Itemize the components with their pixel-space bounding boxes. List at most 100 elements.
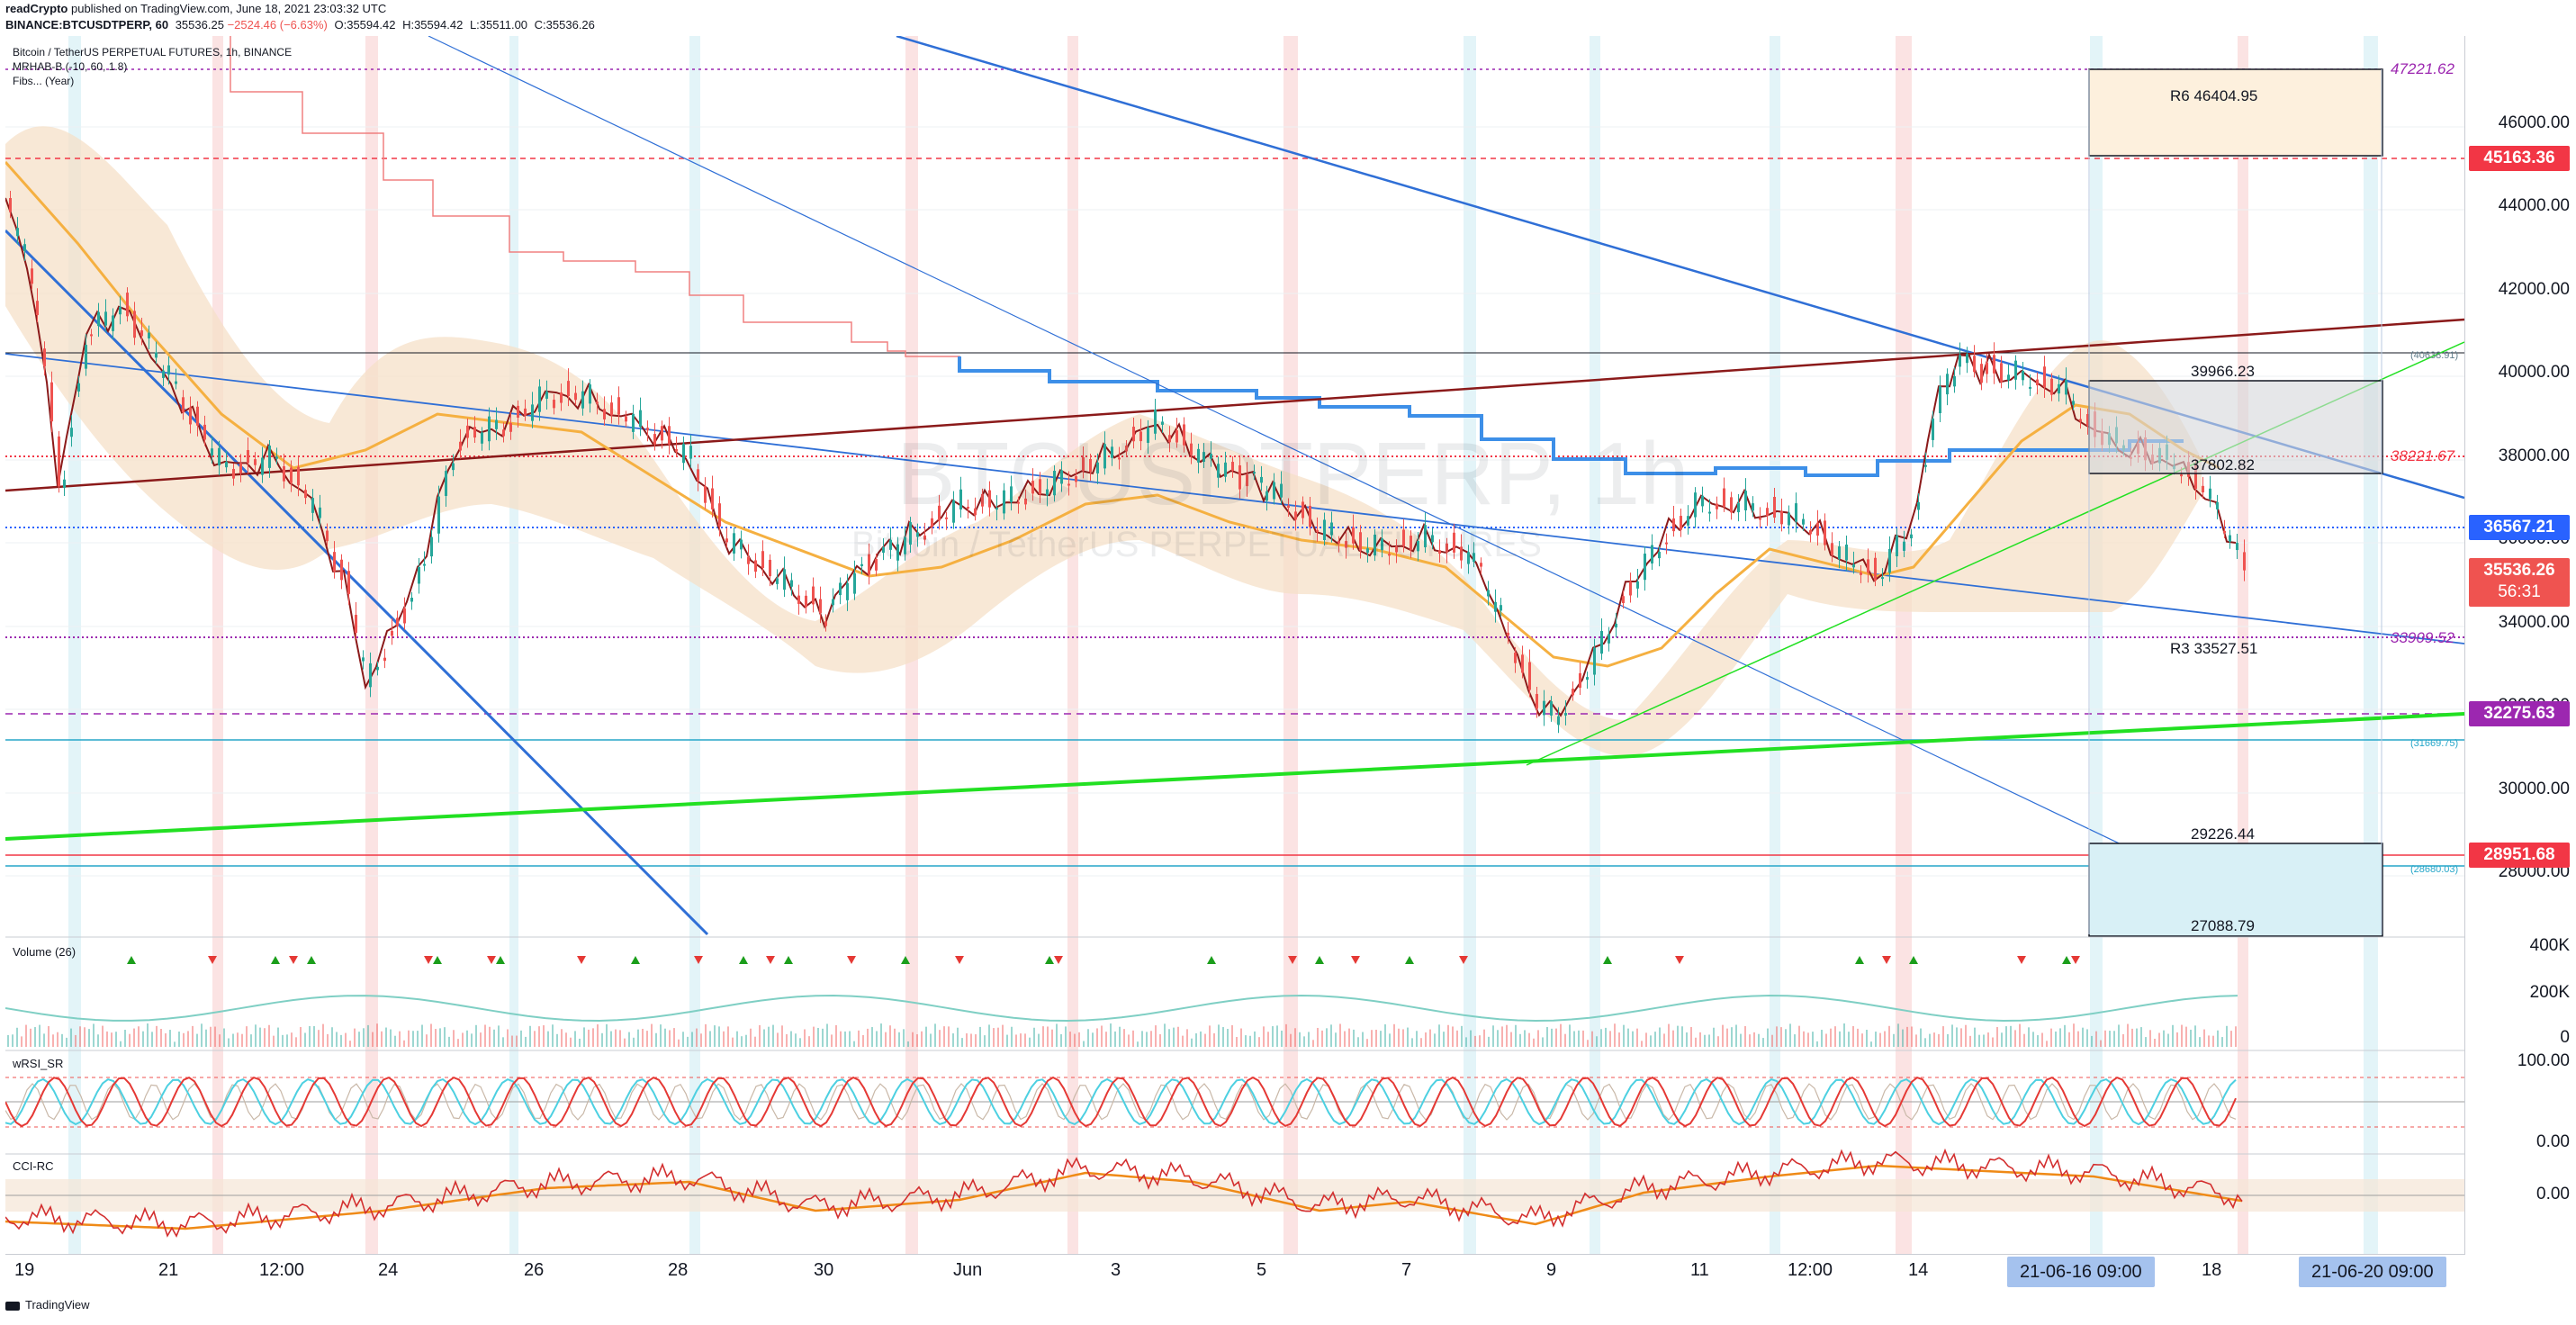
candle-body bbox=[1273, 482, 1275, 500]
volume-bar bbox=[2010, 1025, 2012, 1047]
candle-body bbox=[1388, 554, 1391, 556]
volume-bar bbox=[1227, 1029, 1229, 1047]
volume-bar bbox=[318, 1030, 320, 1047]
candle-body bbox=[2014, 360, 2017, 380]
wrsi-title: wRSI_SR bbox=[12, 1057, 63, 1070]
signal-up-icon bbox=[2062, 956, 2071, 964]
signal-up-icon bbox=[433, 956, 442, 964]
volume-bar bbox=[435, 1029, 437, 1047]
volume-bar bbox=[903, 1029, 905, 1047]
volume-bar bbox=[966, 1033, 968, 1047]
time-label: 7 bbox=[1401, 1260, 1412, 1280]
candle-body bbox=[882, 547, 885, 554]
candle-body bbox=[502, 429, 505, 437]
time-label: Jun bbox=[953, 1260, 983, 1280]
candle-body bbox=[2065, 380, 2067, 395]
volume-bar bbox=[1105, 1032, 1107, 1047]
volume-bar bbox=[876, 1031, 878, 1047]
volume-bar bbox=[889, 1025, 891, 1047]
volume-bar bbox=[880, 1023, 882, 1047]
volume-bar bbox=[1560, 1023, 1562, 1047]
candle-body bbox=[9, 198, 12, 212]
volume-bar bbox=[2032, 1032, 2034, 1047]
candle-body bbox=[1953, 375, 1956, 387]
volume-bar bbox=[1155, 1025, 1157, 1047]
volume-bar bbox=[313, 1025, 315, 1047]
session-stripe bbox=[1896, 36, 1912, 1255]
time-label: 3 bbox=[1111, 1260, 1121, 1280]
signal-up-icon bbox=[784, 956, 793, 964]
volume-bar bbox=[205, 1029, 207, 1047]
volume-bar bbox=[1807, 1032, 1809, 1047]
candle-body bbox=[140, 330, 143, 337]
volume-bar bbox=[1420, 1038, 1422, 1047]
candle-body bbox=[2079, 419, 2082, 422]
volume-bar bbox=[2190, 1029, 2192, 1047]
level-28680: (28680.03) bbox=[2410, 864, 2458, 875]
close-value: C:35536.26 bbox=[534, 18, 595, 32]
time-axis[interactable]: 19 21 12:00 24 26 28 30 Jun 3 5 7 9 11 1… bbox=[5, 1254, 2464, 1289]
candle-body bbox=[832, 599, 834, 606]
volume-bar bbox=[871, 1027, 873, 1047]
volume-bar bbox=[1942, 1026, 1944, 1047]
candle-body bbox=[1309, 505, 1311, 527]
candle-body bbox=[1287, 505, 1290, 509]
volume-bar bbox=[1443, 1032, 1445, 1047]
candle-body bbox=[1680, 516, 1682, 530]
volume-bar bbox=[1479, 1035, 1481, 1047]
candle-body bbox=[396, 617, 399, 626]
level-31669: (31669.75) bbox=[2410, 738, 2458, 749]
candle-body bbox=[783, 569, 786, 590]
volume-bar bbox=[358, 1032, 360, 1047]
candle-body bbox=[1959, 355, 1961, 367]
chart-canvas[interactable]: BTCUSDTPERP, 1h Bitcoin / TetherUS PERPE… bbox=[5, 36, 2464, 1255]
volume-bar bbox=[745, 1034, 747, 1047]
cci-title: CCI-RC bbox=[13, 1159, 54, 1173]
candle-body bbox=[423, 563, 426, 566]
volume-bar bbox=[835, 1024, 837, 1047]
volume-bar bbox=[1609, 1031, 1611, 1047]
candle-body bbox=[797, 595, 800, 604]
candle-body bbox=[1190, 443, 1193, 455]
volume-bar bbox=[1924, 1038, 1926, 1047]
candle-body bbox=[1608, 634, 1610, 644]
signal-up-icon bbox=[271, 956, 280, 964]
volume-bar bbox=[1308, 1032, 1310, 1047]
volume-bar bbox=[700, 1033, 702, 1047]
volume-bar bbox=[642, 1028, 644, 1047]
price-axis[interactable]: 46000.00 44000.00 42000.00 40000.00 3800… bbox=[2464, 36, 2576, 1255]
session-stripe bbox=[2364, 36, 2378, 1255]
session-stripe bbox=[2238, 36, 2248, 1255]
volume-bar bbox=[1690, 1027, 1692, 1047]
volume-bar bbox=[804, 1029, 806, 1047]
volume-bar bbox=[601, 1032, 603, 1047]
signal-down-icon bbox=[694, 956, 703, 964]
volume-bar bbox=[399, 1031, 401, 1047]
signal-down-icon bbox=[289, 956, 298, 964]
volume-bar bbox=[1339, 1023, 1341, 1047]
candle-body bbox=[2236, 543, 2238, 551]
volume-bar bbox=[1123, 1029, 1125, 1047]
candle-body bbox=[805, 595, 807, 608]
candle-body bbox=[1280, 483, 1283, 498]
candle-body bbox=[275, 456, 278, 459]
price-label: 44000.00 bbox=[2498, 196, 2570, 215]
candle-body bbox=[355, 615, 357, 634]
tradingview-brand[interactable]: TradingView bbox=[5, 1298, 90, 1311]
volume-bar bbox=[705, 1023, 707, 1047]
candle-body bbox=[524, 408, 527, 416]
candle-body bbox=[1082, 457, 1085, 472]
volume-bar bbox=[1141, 1031, 1143, 1047]
volume-bar bbox=[1929, 1033, 1931, 1047]
volume-bar bbox=[1717, 1036, 1719, 1047]
candle-body bbox=[1494, 601, 1497, 612]
candle-body bbox=[326, 530, 329, 542]
candle-body bbox=[1980, 364, 1983, 383]
volume-bar bbox=[25, 1024, 27, 1047]
candle-body bbox=[97, 311, 100, 327]
volume-bar bbox=[1902, 1029, 1904, 1047]
volume-bar bbox=[1726, 1028, 1728, 1047]
volume-bar bbox=[2118, 1024, 2120, 1047]
volume-bar bbox=[111, 1032, 113, 1047]
candle-body bbox=[790, 580, 793, 587]
